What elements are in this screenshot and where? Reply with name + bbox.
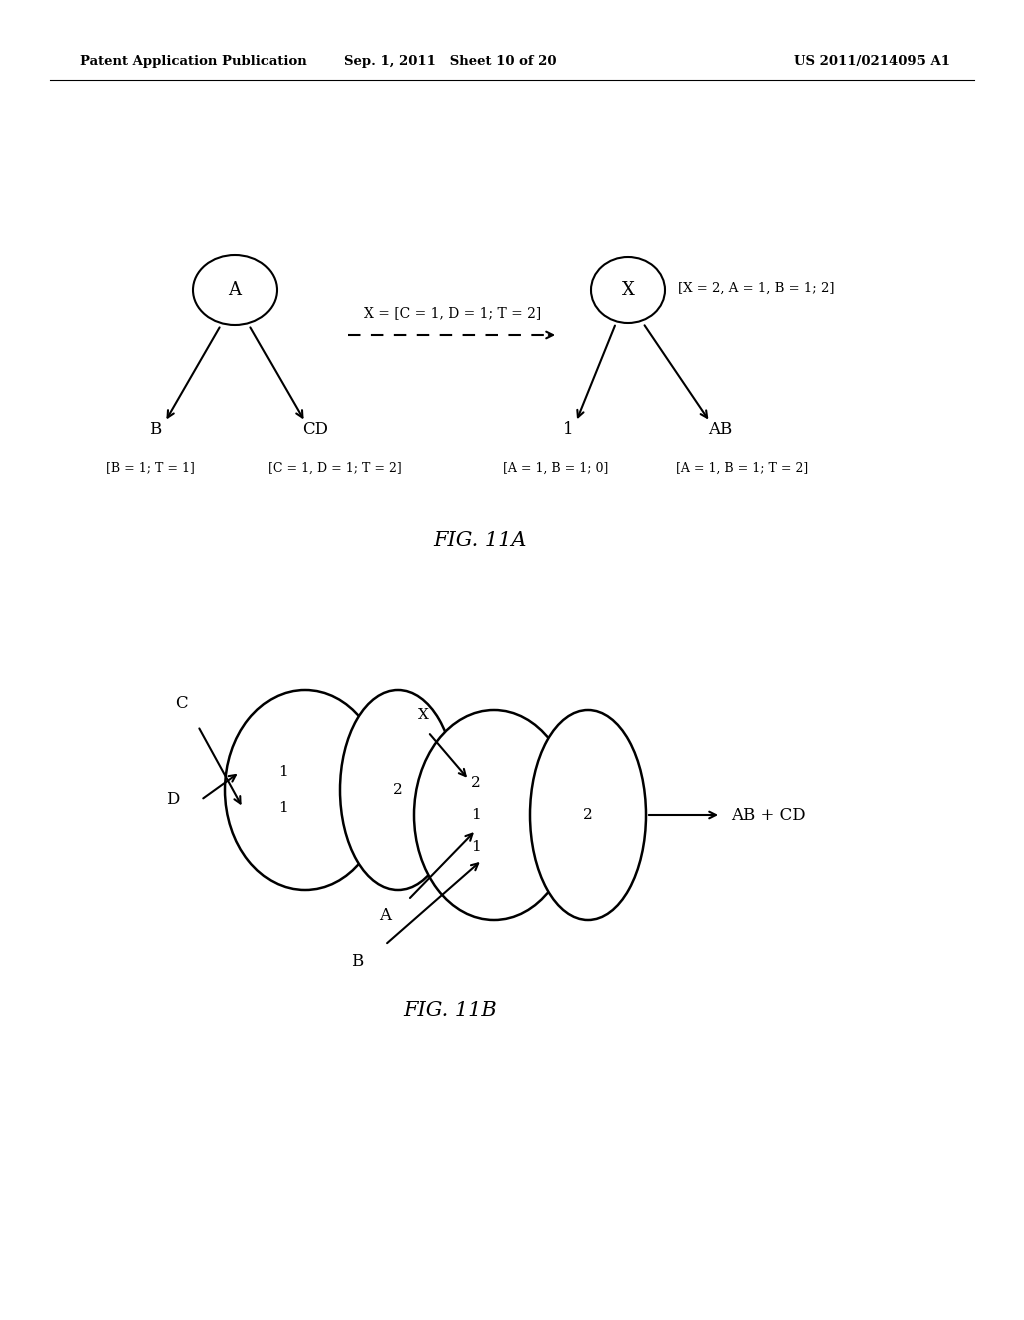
Text: X: X — [418, 708, 428, 722]
Text: 1: 1 — [471, 808, 481, 822]
Text: A: A — [379, 907, 391, 924]
Text: [C = 1, D = 1; T = 2]: [C = 1, D = 1; T = 2] — [268, 462, 401, 474]
Ellipse shape — [225, 690, 385, 890]
Text: Patent Application Publication: Patent Application Publication — [80, 55, 307, 69]
Text: FIG. 11A: FIG. 11A — [433, 531, 526, 549]
Text: US 2011/0214095 A1: US 2011/0214095 A1 — [794, 55, 950, 69]
Text: 2: 2 — [471, 776, 481, 789]
Text: [X = 2, A = 1, B = 1; 2]: [X = 2, A = 1, B = 1; 2] — [678, 281, 835, 294]
Text: 1: 1 — [279, 766, 288, 779]
Ellipse shape — [193, 255, 278, 325]
Text: 1: 1 — [471, 840, 481, 854]
Ellipse shape — [340, 690, 456, 890]
Ellipse shape — [414, 710, 574, 920]
Text: X = [C = 1, D = 1; T = 2]: X = [C = 1, D = 1; T = 2] — [365, 306, 542, 319]
Text: CD: CD — [302, 421, 328, 438]
Text: 2: 2 — [583, 808, 593, 822]
Text: C: C — [175, 694, 187, 711]
Text: B: B — [351, 953, 364, 970]
Text: [A = 1, B = 1; T = 2]: [A = 1, B = 1; T = 2] — [676, 462, 808, 474]
Text: Sep. 1, 2011   Sheet 10 of 20: Sep. 1, 2011 Sheet 10 of 20 — [344, 55, 556, 69]
Text: FIG. 11B: FIG. 11B — [403, 1001, 497, 1019]
Text: A: A — [228, 281, 242, 300]
Text: X: X — [622, 281, 635, 300]
Text: AB + CD: AB + CD — [731, 807, 806, 824]
Text: D: D — [166, 792, 179, 808]
Text: [B = 1; T = 1]: [B = 1; T = 1] — [105, 462, 195, 474]
Text: 1: 1 — [279, 801, 288, 814]
Ellipse shape — [591, 257, 665, 323]
Text: B: B — [148, 421, 161, 438]
Text: 2: 2 — [393, 783, 402, 797]
Text: AB: AB — [708, 421, 732, 438]
Text: 1: 1 — [562, 421, 573, 438]
Ellipse shape — [530, 710, 646, 920]
Text: [A = 1, B = 1; 0]: [A = 1, B = 1; 0] — [504, 462, 608, 474]
